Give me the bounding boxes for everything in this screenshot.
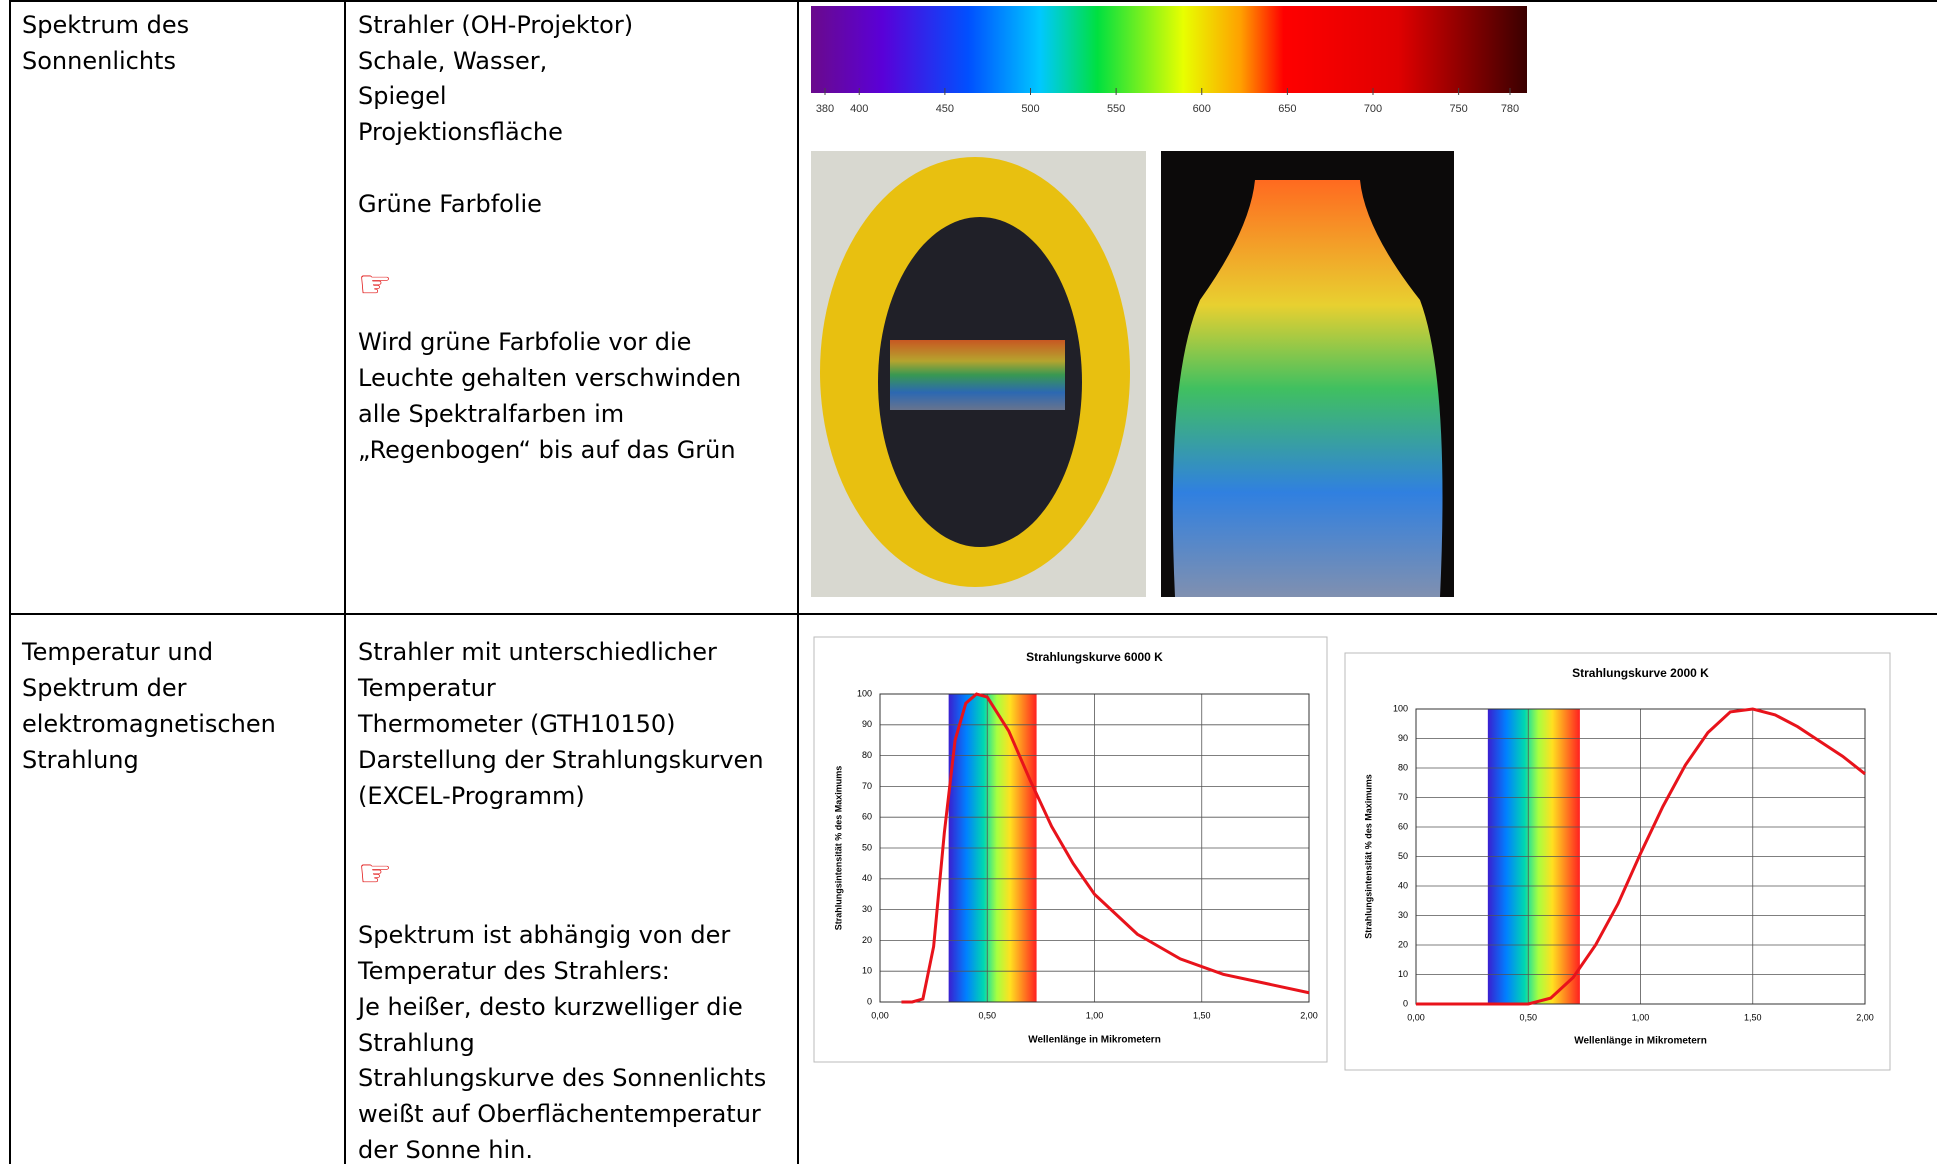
y-tick-label: 0: [867, 996, 872, 1006]
x-tick-label: 1,00: [1086, 1010, 1104, 1020]
figures: 380400450500550600650700750780Strahlungs…: [0, 0, 1937, 1164]
x-tick-label: 0,50: [1519, 1012, 1537, 1022]
y-tick-label: 80: [1398, 762, 1408, 772]
y-tick-label: 10: [862, 966, 872, 976]
cell-text: „Regenbogen“ bis auf das Grün: [358, 435, 736, 465]
cell-text: (EXCEL-Programm): [358, 781, 585, 811]
chart-frame: [814, 637, 1327, 1062]
tick-label: 400: [850, 103, 868, 115]
x-tick-label: 0,50: [978, 1010, 996, 1020]
tick-label: 450: [936, 103, 954, 115]
photo-rainbow: [890, 340, 1065, 410]
x-tick-label: 1,50: [1744, 1012, 1762, 1022]
y-tick-label: 50: [1398, 851, 1408, 861]
cell-text: Je heißer, desto kurzwelliger die: [358, 992, 743, 1022]
tick-label: 380: [816, 103, 834, 115]
cell-text: Projektionsfläche: [358, 117, 563, 147]
cell-text: Strahlung: [358, 1028, 475, 1058]
x-axis-label: Wellenlänge in Mikrometern: [1574, 1036, 1707, 1047]
cell-text: Schale, Wasser,: [358, 46, 547, 76]
y-tick-label: 20: [862, 935, 872, 945]
y-tick-label: 40: [862, 873, 872, 883]
cell-text: der Sonne hin.: [358, 1135, 533, 1164]
y-tick-label: 50: [862, 842, 872, 852]
cell-text: Darstellung der Strahlungskurven: [358, 745, 764, 775]
cell-text: Strahlungskurve des Sonnenlichts: [358, 1063, 766, 1093]
cell-text: Strahler mit unterschiedlicher: [358, 637, 717, 667]
y-tick-label: 40: [1398, 880, 1408, 890]
tick-label: 550: [1107, 103, 1125, 115]
tick-label: 650: [1278, 103, 1296, 115]
chart-title: Strahlungskurve 6000 K: [1026, 650, 1163, 664]
y-axis-label: Strahlungsintensität % des Maximums: [833, 766, 843, 931]
x-tick-label: 2,00: [1856, 1012, 1874, 1022]
y-tick-label: 70: [1398, 792, 1408, 802]
cell-text: Spektrum ist abhängig von der: [358, 920, 730, 950]
chart-frame: [1345, 653, 1890, 1070]
x-tick-label: 1,50: [1193, 1010, 1211, 1020]
cell-text: Spektrum des: [22, 10, 189, 40]
cell-text: Temperatur: [358, 673, 496, 703]
cell-text: weißt auf Oberflächentemperatur: [358, 1099, 761, 1129]
cell-text: elektromagnetischen: [22, 709, 276, 739]
chart-title: Strahlungskurve 2000 K: [1572, 666, 1709, 680]
cell-text: Strahlung: [22, 745, 139, 775]
x-tick-label: 0,00: [1407, 1012, 1425, 1022]
y-tick-label: 30: [862, 904, 872, 914]
cell-text: Grüne Farbfolie: [358, 189, 542, 219]
cell-text: Leuchte gehalten verschwinden: [358, 363, 741, 393]
cell-text: Spiegel: [358, 81, 447, 111]
spectrum-bar: [811, 6, 1527, 93]
cell-text: Temperatur und: [22, 637, 213, 667]
x-tick-label: 0,00: [871, 1010, 889, 1020]
tick-label: 750: [1449, 103, 1467, 115]
x-axis-label: Wellenlänge in Mikrometern: [1028, 1035, 1161, 1046]
y-tick-label: 90: [862, 719, 872, 729]
y-tick-label: 80: [862, 750, 872, 760]
tick-label: 500: [1021, 103, 1039, 115]
cell-text: Wird grüne Farbfolie vor die: [358, 327, 691, 357]
y-tick-label: 90: [1398, 733, 1408, 743]
tick-label: 700: [1364, 103, 1382, 115]
cell-text: Sonnenlichts: [22, 46, 176, 76]
tick-label: 780: [1501, 103, 1519, 115]
y-tick-label: 100: [1393, 703, 1408, 713]
x-tick-label: 2,00: [1300, 1010, 1318, 1020]
tick-label: 600: [1193, 103, 1211, 115]
cell-text: Temperatur des Strahlers:: [358, 956, 670, 986]
cell-text: Thermometer (GTH10150): [358, 709, 675, 739]
y-tick-label: 0: [1403, 998, 1408, 1008]
y-tick-label: 30: [1398, 910, 1408, 920]
y-tick-label: 100: [857, 688, 872, 698]
page: 380400450500550600650700750780Strahlungs…: [0, 0, 1937, 1164]
y-tick-label: 20: [1398, 939, 1408, 949]
cell-text: alle Spektralfarben im: [358, 399, 624, 429]
x-tick-label: 1,00: [1632, 1012, 1650, 1022]
cell-text: Spektrum der: [22, 673, 187, 703]
note-icon: ☞: [358, 269, 392, 299]
y-tick-label: 70: [862, 781, 872, 791]
y-tick-label: 10: [1398, 969, 1408, 979]
cell-text: Strahler (OH-Projektor): [358, 10, 633, 40]
y-tick-label: 60: [1398, 821, 1408, 831]
y-tick-label: 60: [862, 812, 872, 822]
note-icon: ☞: [358, 858, 392, 888]
y-axis-label: Strahlungsintensität % des Maximums: [1363, 774, 1373, 939]
